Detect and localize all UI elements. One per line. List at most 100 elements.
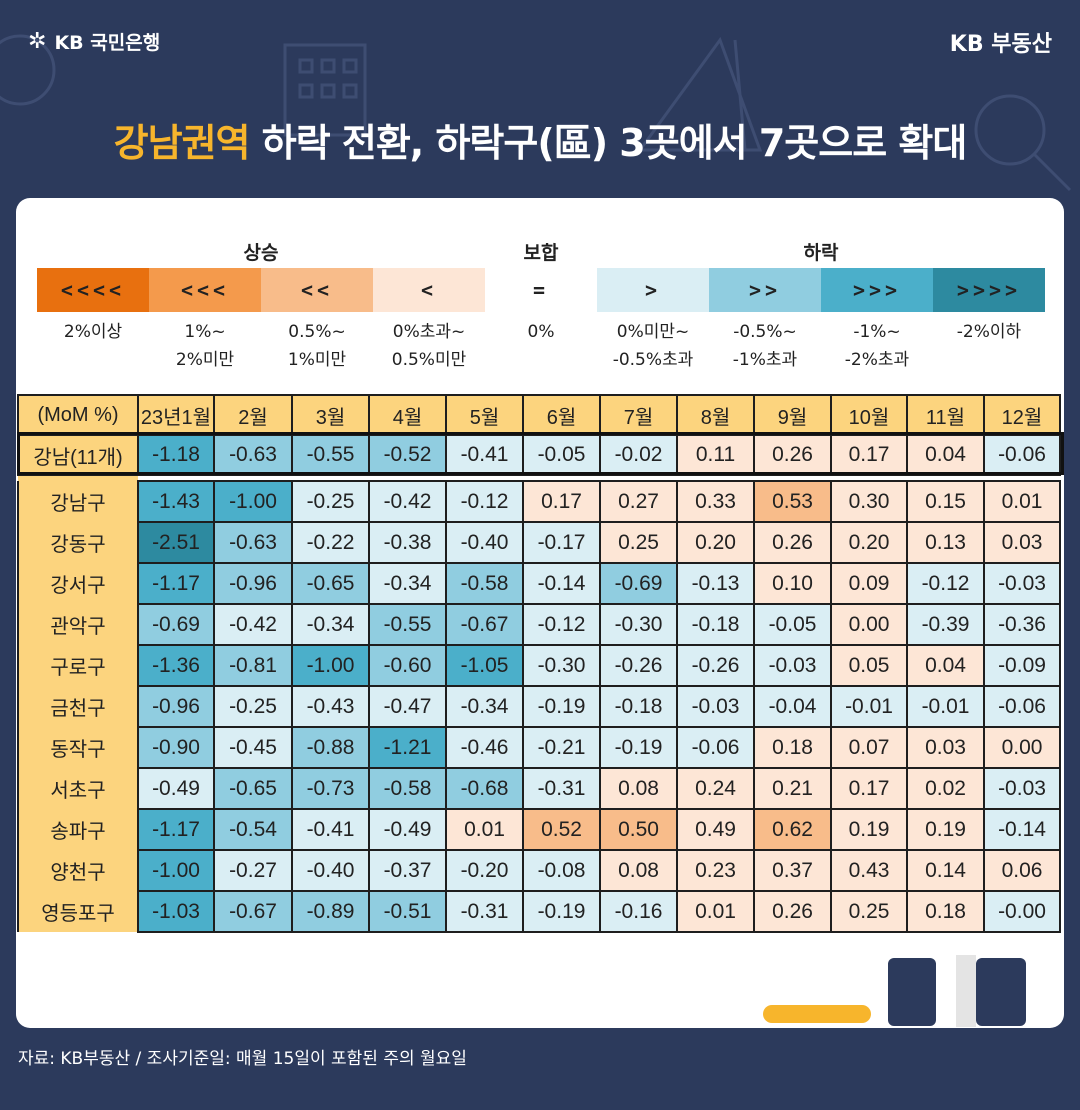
value-cell: -0.20	[445, 849, 524, 892]
value-cell: 0.09	[830, 562, 908, 605]
value-cell: -0.46	[445, 726, 524, 769]
value-cell: -0.31	[522, 767, 601, 810]
value-cell: 0.00	[983, 726, 1061, 769]
legend-swatch: >>>>	[933, 268, 1045, 312]
value-cell: -0.19	[599, 726, 678, 769]
value-cell: -0.69	[137, 603, 215, 646]
value-cell: -0.65	[291, 562, 370, 605]
value-cell: -0.03	[983, 562, 1061, 605]
value-cell: -0.05	[522, 434, 601, 476]
value-cell: 0.24	[676, 767, 755, 810]
value-cell: 0.25	[599, 521, 678, 564]
legend-range-label: 0%	[527, 322, 555, 342]
kb-real-estate-brand: KB 부동산	[949, 32, 1052, 57]
value-cell: -1.03	[137, 890, 215, 933]
value-cell: -0.58	[445, 562, 524, 605]
value-cell: 0.18	[753, 726, 832, 769]
legend-range-label: -1%~ -2%초과	[844, 322, 910, 370]
row-label: 강서구	[17, 563, 139, 604]
value-cell: -0.03	[983, 767, 1061, 810]
value-cell: -0.03	[676, 685, 755, 728]
value-cell: -0.40	[445, 521, 524, 564]
value-cell: -0.36	[983, 603, 1061, 646]
table-row: 영등포구 -1.03 -0.67 -0.89 -0.51 -0.31 -0.19 -0.16 0…	[17, 890, 1061, 933]
table-row: 송파구 -1.17 -0.54 -0.41 -0.49 0.01 0.52 0.50 0.49 0…	[17, 808, 1061, 851]
value-cell: -0.14	[983, 808, 1061, 851]
legend-range-label: 0%초과~ 0.5%미만	[391, 322, 467, 370]
title-rest: 하락 전환, 하락구(區) 3곳에서 7곳으로 확대	[249, 121, 968, 165]
value-cell: -0.40	[291, 849, 370, 892]
value-cell: -0.63	[213, 521, 293, 564]
background-decoration	[0, 34, 1072, 192]
decorative-yellow-bar	[763, 1005, 871, 1023]
value-cell: -0.42	[213, 603, 293, 646]
legend-swatch: >>>	[821, 268, 933, 312]
value-cell: -0.25	[213, 685, 293, 728]
value-cell: -0.25	[291, 480, 370, 523]
value-cell: -1.17	[137, 562, 215, 605]
value-cell: 0.21	[753, 767, 832, 810]
title-highlight: 강남권역	[113, 121, 251, 165]
value-cell: -0.19	[522, 890, 601, 933]
value-cell: 0.19	[906, 808, 985, 851]
value-cell: -0.67	[445, 603, 524, 646]
value-cell: -0.47	[368, 685, 447, 728]
value-cell: 0.13	[906, 521, 985, 564]
value-cell: -0.60	[368, 644, 447, 687]
column-header: 2월	[213, 394, 293, 436]
value-cell: -0.49	[137, 767, 215, 810]
value-cell: 0.04	[906, 434, 985, 476]
value-cell: 0.10	[753, 562, 832, 605]
value-cell: 0.01	[445, 808, 524, 851]
row-label: 영등포구	[17, 891, 139, 932]
value-cell: -0.34	[291, 603, 370, 646]
value-cell: -0.18	[599, 685, 678, 728]
value-cell: 0.06	[983, 849, 1061, 892]
row-label: 관악구	[17, 604, 139, 645]
legend-swatch: <<<<	[37, 268, 149, 312]
value-cell: -1.00	[291, 644, 370, 687]
value-cell: 0.26	[753, 434, 832, 476]
legend-head-flat: 보합	[523, 242, 559, 264]
row-label: 동작구	[17, 727, 139, 768]
source-note: 자료: KB부동산 / 조사기준일: 매월 15일이 포함된 주의 월요일	[18, 1049, 467, 1069]
value-cell: 0.15	[906, 480, 985, 523]
value-cell: 0.53	[753, 480, 832, 523]
decorative-block	[956, 955, 976, 1027]
value-cell: -0.31	[445, 890, 524, 933]
value-cell: 0.52	[522, 808, 601, 851]
column-header: 7월	[599, 394, 678, 436]
value-cell: -1.17	[137, 808, 215, 851]
value-cell: -0.06	[983, 434, 1061, 476]
legend-swatch: >	[597, 268, 709, 312]
value-cell: -0.41	[291, 808, 370, 851]
column-header: 8월	[676, 394, 755, 436]
spacer-cell	[138, 475, 1060, 481]
mom-change-table: (MoM %) 23년1월 2월 3월 4월 5월 6월 7월 8월 9월 10월 11월 12월 강남…	[17, 394, 1061, 933]
value-cell: 0.08	[599, 849, 678, 892]
value-cell: -0.12	[445, 480, 524, 523]
value-cell: -0.37	[368, 849, 447, 892]
legend-range-label: 0%미만~ -0.5%초과	[612, 322, 694, 370]
value-cell: 0.14	[906, 849, 985, 892]
legend-head-down: 하락	[803, 242, 839, 264]
table-row: 양천구 -1.00 -0.27 -0.40 -0.37 -0.20 -0.08 0.08 0.2…	[17, 849, 1061, 892]
value-cell: -0.38	[368, 521, 447, 564]
value-cell: -0.02	[599, 434, 678, 476]
legend-range-label: 0.5%~ 1%미만	[287, 322, 347, 370]
value-cell: 0.11	[676, 434, 755, 476]
value-cell: -0.54	[213, 808, 293, 851]
value-cell: -0.96	[213, 562, 293, 605]
value-cell: -0.30	[599, 603, 678, 646]
value-cell: -0.81	[213, 644, 293, 687]
value-cell: -0.34	[445, 685, 524, 728]
value-cell: -1.00	[213, 480, 293, 523]
value-cell: -0.49	[368, 808, 447, 851]
value-cell: -0.17	[522, 521, 601, 564]
value-cell: 0.03	[906, 726, 985, 769]
value-cell: 0.43	[830, 849, 908, 892]
value-cell: -0.55	[291, 434, 370, 476]
value-cell: -0.06	[983, 685, 1061, 728]
row-label: 송파구	[17, 809, 139, 850]
value-cell: 0.20	[676, 521, 755, 564]
